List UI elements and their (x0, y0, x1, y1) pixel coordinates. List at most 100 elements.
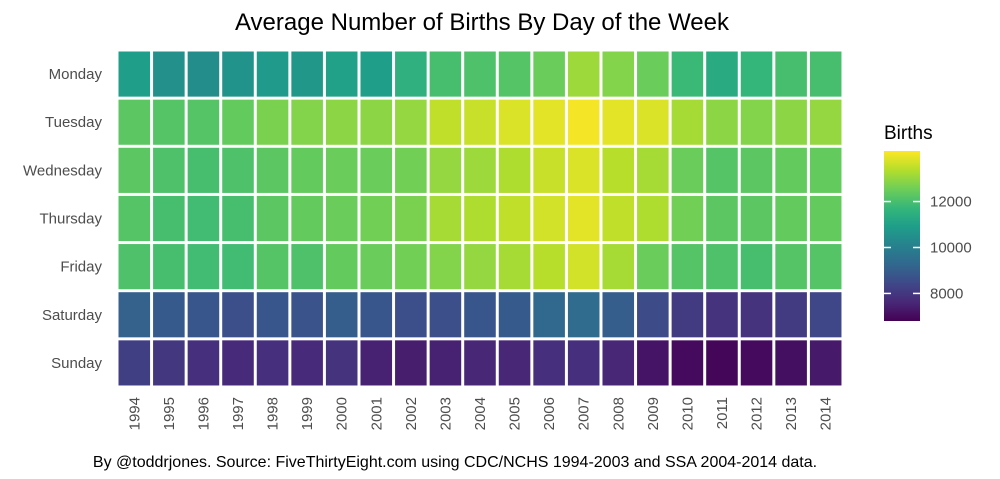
heatmap-cell-wednesday-1999 (291, 147, 323, 193)
heatmap-cell-sunday-2008 (602, 340, 635, 386)
heatmap-cell-wednesday-2001 (360, 147, 393, 193)
heatmap-cell-sunday-2001 (360, 340, 393, 386)
legend-title: Births (884, 123, 933, 144)
heatmap-cell-sunday-1999 (291, 340, 323, 386)
heatmap-cell-wednesday-2002 (395, 147, 427, 193)
heatmap-cell-friday-2010 (671, 244, 704, 290)
x-label-2005: 2005 (507, 397, 524, 430)
heatmap-cell-friday-1999 (291, 244, 323, 290)
heatmap-cell-friday-1995 (153, 244, 185, 290)
x-label-2013: 2013 (783, 397, 800, 430)
heatmap-cell-sunday-2002 (395, 340, 427, 386)
heatmap-cell-monday-1995 (153, 51, 185, 97)
heatmap-cell-monday-2011 (706, 51, 738, 97)
legend-tick-label-12000: 12000 (930, 194, 972, 211)
chart-caption: By @toddrjones. Source: FiveThirtyEight.… (93, 454, 817, 471)
heatmap-cell-tuesday-2001 (360, 99, 393, 145)
x-label-2006: 2006 (541, 397, 558, 430)
heatmap-cell-monday-2002 (395, 51, 427, 97)
heatmap-cell-monday-2010 (671, 51, 704, 97)
heatmap-cell-thursday-1997 (222, 195, 254, 242)
heatmap-cell-wednesday-2000 (325, 147, 358, 193)
x-label-2010: 2010 (679, 397, 696, 430)
heatmap-cell-monday-2013 (775, 51, 807, 97)
heatmap-cell-sunday-2004 (464, 340, 496, 386)
heatmap-cell-friday-2011 (706, 244, 738, 290)
heatmap-cell-monday-2012 (740, 51, 773, 97)
heatmap-cell-wednesday-1995 (153, 147, 185, 193)
heatmap-cell-tuesday-2006 (533, 99, 565, 145)
heatmap-cell-friday-1997 (222, 244, 254, 290)
heatmap-cell-thursday-2005 (498, 195, 531, 242)
heatmap-cell-wednesday-2009 (637, 147, 669, 193)
heatmap-cell-saturday-2001 (360, 292, 393, 338)
legend-colorbar (884, 151, 920, 321)
heatmap-cell-friday-1996 (187, 244, 220, 290)
heatmap-cell-monday-1997 (222, 51, 254, 97)
heatmap-cell-friday-2007 (567, 244, 600, 290)
heatmap-cell-wednesday-2004 (464, 147, 496, 193)
heatmap-cell-wednesday-2005 (498, 147, 531, 193)
heatmap-cell-sunday-2003 (429, 340, 462, 386)
heatmap-cell-monday-1996 (187, 51, 220, 97)
heatmap-cell-wednesday-2003 (429, 147, 462, 193)
heatmap-cell-sunday-2011 (706, 340, 738, 386)
heatmap-cell-wednesday-1997 (222, 147, 254, 193)
heatmap-cell-friday-2003 (429, 244, 462, 290)
heatmap-cell-thursday-2014 (809, 195, 842, 242)
heatmap-cell-tuesday-2011 (706, 99, 738, 145)
x-label-2003: 2003 (437, 397, 454, 430)
heatmap-cell-sunday-2007 (567, 340, 600, 386)
heatmap-cell-friday-2014 (809, 244, 842, 290)
heatmap-cell-sunday-2009 (637, 340, 669, 386)
heatmap-cell-thursday-2002 (395, 195, 427, 242)
color-legend: Births 8000 10000 12000 (884, 123, 972, 321)
heatmap-cell-saturday-2000 (325, 292, 358, 338)
heatmap-cell-thursday-2003 (429, 195, 462, 242)
heatmap-cell-tuesday-2013 (775, 99, 807, 145)
heatmap-cell-saturday-1997 (222, 292, 254, 338)
heatmap-cell-sunday-2014 (809, 340, 842, 386)
heatmap-cell-tuesday-1998 (256, 99, 289, 145)
heatmap-cell-friday-1998 (256, 244, 289, 290)
heatmap-cell-sunday-2000 (325, 340, 358, 386)
heatmap-cell-saturday-2003 (429, 292, 462, 338)
heatmap-cell-saturday-1995 (153, 292, 185, 338)
chart-title: Average Number of Births By Day of the W… (235, 9, 730, 36)
heatmap-cell-saturday-2010 (671, 292, 704, 338)
heatmap-cell-tuesday-2012 (740, 99, 773, 145)
heatmap-cell-saturday-1996 (187, 292, 220, 338)
heatmap-cell-wednesday-1996 (187, 147, 220, 193)
heatmap-cell-tuesday-2004 (464, 99, 496, 145)
heatmap-cell-tuesday-2014 (809, 99, 842, 145)
heatmap-cell-wednesday-2006 (533, 147, 565, 193)
heatmap-cell-sunday-2012 (740, 340, 773, 386)
x-label-2000: 2000 (334, 397, 351, 430)
heatmap-cell-tuesday-1997 (222, 99, 254, 145)
x-label-1996: 1996 (195, 397, 212, 430)
heatmap-cell-wednesday-1994 (118, 147, 151, 193)
heatmap-cell-friday-2013 (775, 244, 807, 290)
heatmap-cell-sunday-1997 (222, 340, 254, 386)
heatmap-cell-monday-2001 (360, 51, 393, 97)
heatmap-cell-sunday-1994 (118, 340, 151, 386)
heatmap-cell-thursday-2009 (637, 195, 669, 242)
heatmap-cell-friday-2005 (498, 244, 531, 290)
heatmap-cell-saturday-2014 (809, 292, 842, 338)
heatmap-cell-sunday-2010 (671, 340, 704, 386)
heatmap-cell-thursday-2013 (775, 195, 807, 242)
heatmap-cell-saturday-1999 (291, 292, 323, 338)
heatmap-cell-thursday-2001 (360, 195, 393, 242)
x-label-2014: 2014 (818, 397, 835, 430)
heatmap-cell-thursday-2000 (325, 195, 358, 242)
y-label-saturday: Saturday (42, 307, 103, 324)
heatmap-cell-saturday-2013 (775, 292, 807, 338)
heatmap-cell-wednesday-2010 (671, 147, 704, 193)
heatmap-cell-saturday-2007 (567, 292, 600, 338)
heatmap-cell-tuesday-2002 (395, 99, 427, 145)
heatmap-cell-friday-2004 (464, 244, 496, 290)
heatmap-cell-wednesday-2011 (706, 147, 738, 193)
heatmap-cell-thursday-1999 (291, 195, 323, 242)
heatmap-cell-wednesday-2007 (567, 147, 600, 193)
x-label-2009: 2009 (645, 397, 662, 430)
